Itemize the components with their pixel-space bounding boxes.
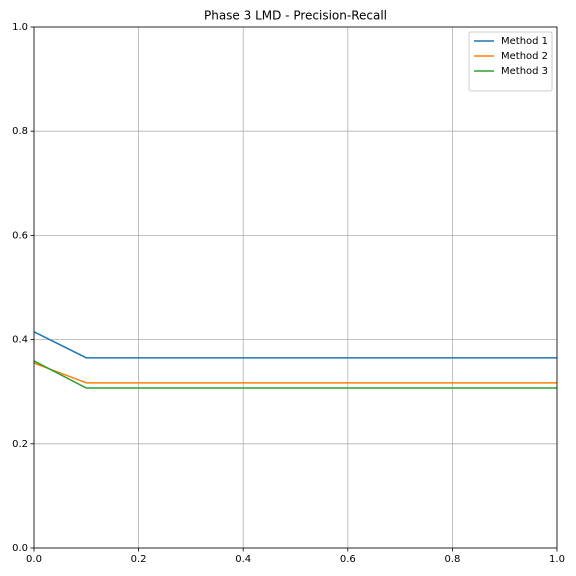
axes-frame: [33, 26, 558, 549]
legend-label: Method 2: [501, 51, 548, 62]
y-tick-label: 0.4: [12, 335, 28, 346]
series-line: [33, 360, 557, 389]
legend-label: Method 3: [501, 66, 548, 77]
series-line: [33, 331, 557, 359]
legend-label: Method 1: [501, 36, 548, 47]
x-tick-label: 1.0: [549, 554, 565, 565]
y-tick-label: 0.6: [12, 230, 28, 241]
x-tick-label: 0.0: [26, 554, 42, 565]
x-tick-label: 0.8: [444, 554, 460, 565]
legend-box: [468, 31, 553, 92]
chart-title: Phase 3 LMD - Precision-Recall: [204, 9, 387, 23]
x-tick-label: 0.2: [131, 554, 147, 565]
y-tick-label: 0.0: [12, 543, 28, 554]
y-tick-label: 1.0: [12, 22, 28, 33]
x-tick-label: 0.6: [340, 554, 356, 565]
y-tick-label: 0.8: [12, 126, 28, 137]
x-tick-label: 0.4: [235, 554, 251, 565]
y-tick-label: 0.2: [12, 439, 28, 450]
series-line: [33, 362, 557, 384]
